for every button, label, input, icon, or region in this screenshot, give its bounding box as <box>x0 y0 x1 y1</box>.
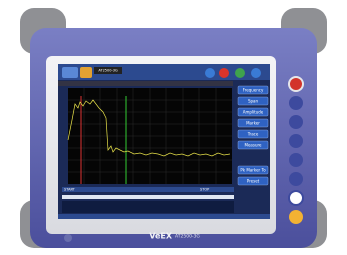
speaker <box>64 234 72 242</box>
menu-button-label: Frequency <box>243 87 264 92</box>
param-bar <box>58 81 233 86</box>
menu-button-label: Measure <box>245 142 263 147</box>
hw-button[interactable] <box>289 210 303 224</box>
device-photo: AT2500-3G Frequency Span Amplitude Marker Tr… <box>0 0 347 255</box>
power-button[interactable] <box>290 78 302 90</box>
icon <box>219 68 229 78</box>
model: AT2500-3G <box>175 234 200 240</box>
status-bar <box>58 214 270 219</box>
hw-button[interactable] <box>289 134 303 148</box>
icon <box>235 68 245 78</box>
menu-button-label: Preset <box>247 178 260 183</box>
icon <box>62 67 78 78</box>
menu-button-label: Pk Marker To <box>240 167 266 172</box>
info-panel <box>62 201 234 213</box>
menu-button-label: Span <box>248 98 259 103</box>
hw-button[interactable] <box>289 115 303 129</box>
screen-tab-text: AT2500-3G <box>98 69 118 73</box>
menu-button-label: Marker <box>246 120 260 125</box>
icon <box>205 68 215 78</box>
hw-button[interactable] <box>289 153 303 167</box>
menu-button-label: Trace <box>247 131 259 136</box>
menu-button-label: Amplitude <box>243 109 264 114</box>
slider <box>62 195 234 199</box>
hw-button[interactable] <box>289 96 303 110</box>
hw-button[interactable] <box>289 172 303 186</box>
page: {"device": {"brand": "VeEX", "model": "A… <box>0 0 347 255</box>
side-menu: Frequency Span Amplitude Marker Trace Measure… <box>238 86 268 185</box>
start-label: START <box>64 188 76 192</box>
brand: VeEX <box>149 232 173 241</box>
hw-button[interactable] <box>289 191 303 205</box>
icon <box>80 67 92 78</box>
icon <box>251 68 261 78</box>
stop-label: STOP <box>200 188 209 192</box>
